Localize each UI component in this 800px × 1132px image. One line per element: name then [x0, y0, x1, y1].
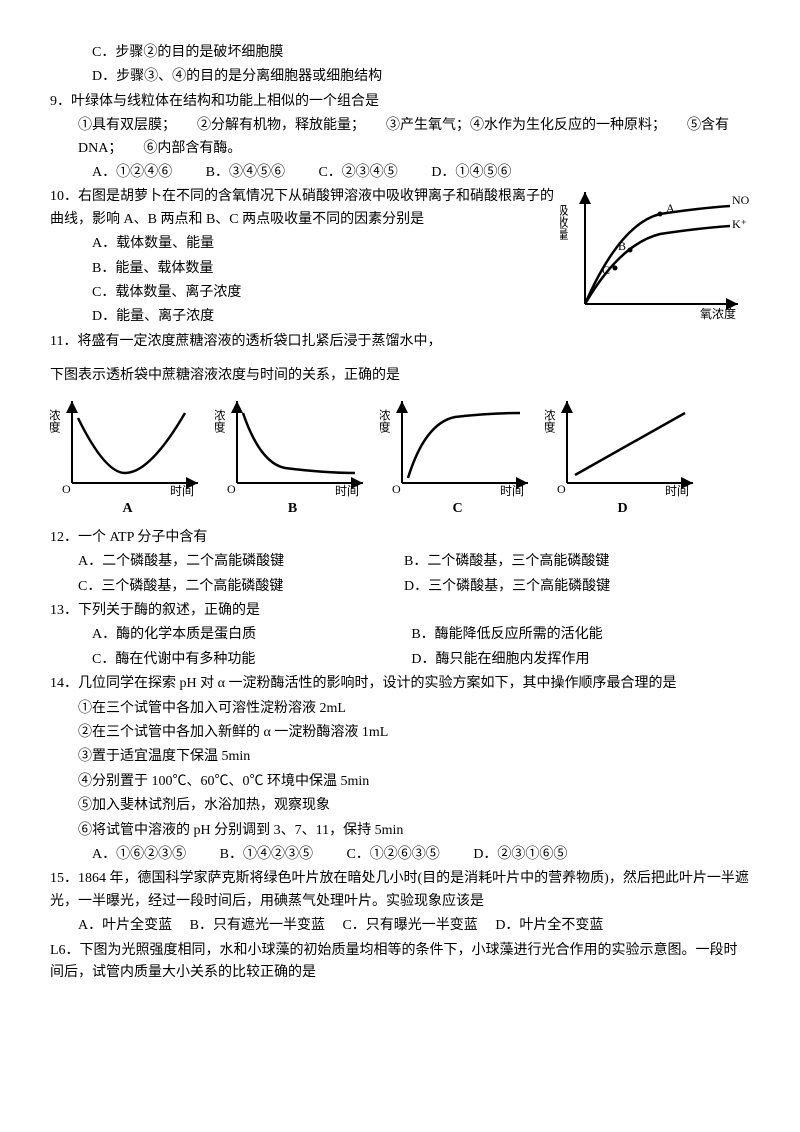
svg-text:时间: 时间	[665, 484, 689, 498]
q14-3: ③置于适宜温度下保温 5min	[50, 746, 750, 768]
q10-c: C．载体数量、离子浓度	[50, 282, 560, 304]
svg-text:浓度: 浓度	[50, 409, 61, 433]
q14-stem: 14．几位同学在探索 pH 对 α 一淀粉酶活性的影响时，设计的实验方案如下，其…	[50, 673, 750, 695]
q13-b: B．酶能降低反应所需的活化能	[411, 627, 602, 642]
q12-c: C．三个磷酸基，二个高能磷酸键	[78, 576, 401, 598]
q15-options: A．叶片全变蓝 B．只有遮光一半变蓝 C．只有曝光一半变蓝 D．叶片全不变蓝	[50, 915, 750, 937]
q14-b: B．①④②③⑤	[220, 844, 313, 866]
q16-stem: L6．下图为光照强度相同，水和小球藻的初始质量均相等的条件下，小球藻进行光合作用…	[50, 940, 750, 985]
q11-stem2: 下图表示透析袋中蔗糖溶液浓度与时间的关系，正确的是	[50, 365, 750, 387]
fig10-xlabel: 氧浓度	[700, 306, 736, 321]
svg-text:时间: 时间	[335, 484, 359, 498]
q13-row1: A．酶的化学本质是蛋白质 B．酶能降低反应所需的活化能	[50, 624, 750, 646]
fig10-label-a: A	[666, 201, 675, 215]
q14-a: A．①⑥②③⑤	[92, 844, 186, 866]
fig10-label-b: B	[618, 239, 626, 253]
q9-d: D．①④⑤⑥	[431, 162, 511, 184]
chart-d-label: D	[545, 498, 700, 520]
chart-b-label: B	[215, 498, 370, 520]
fig10-no3: NO₃⁻	[732, 193, 750, 207]
q15-stem: 15．1864 年，德国科学家萨克斯将绿色叶片放在暗处几小时(目的是消耗叶片中的…	[50, 868, 750, 913]
q11-charts: 浓度 O 时间 A 浓度 O 时间 B 浓度 O 时间 C	[50, 393, 750, 520]
q12-a: A．二个磷酸基，二个高能磷酸键	[78, 551, 401, 573]
q13-stem: 13．下列关于酶的叙述，正确的是	[50, 600, 750, 622]
q12-stem: 12．一个 ATP 分子中含有	[50, 527, 750, 549]
chart-d: 浓度 O 时间	[545, 393, 700, 498]
q10-b: B．能量、载体数量	[50, 258, 560, 280]
q11-stem: 11．将盛有一定浓度蔗糖溶液的透析袋口扎紧后浸于蒸馏水中，	[50, 331, 560, 353]
q14-4: ④分别置于 100℃、60℃、0℃ 环境中保温 5min	[50, 771, 750, 793]
q10-stem: 10．右图是胡萝卜在不同的含氧情况下从硝酸钾溶液中吸收钾离子和硝酸根离子的曲线，…	[50, 186, 560, 231]
chart-a-label: A	[50, 498, 205, 520]
q12-d: D．三个磷酸基，三个高能磷酸键	[404, 579, 610, 594]
q12-b: B．二个磷酸基，三个高能磷酸键	[404, 554, 609, 569]
q9-c: C．②③④⑤	[318, 162, 397, 184]
svg-text:O: O	[227, 482, 236, 496]
svg-text:O: O	[62, 482, 71, 496]
q14-1: ①在三个试管中各加入可溶性淀粉溶液 2mL	[50, 698, 750, 720]
q9-options: A．①②④⑥ B．③④⑤⑥ C．②③④⑤ D．①④⑤⑥	[50, 162, 750, 184]
svg-text:时间: 时间	[500, 484, 524, 498]
q13-d: D．酶只能在细胞内发挥作用	[411, 652, 589, 667]
q9-stem: 9．叶绿体与线粒体在结构和功能上相似的一个组合是	[50, 91, 750, 113]
q14-5: ⑤加入斐林试剂后，水浴加热，观察现象	[50, 795, 750, 817]
q14-2: ②在三个试管中各加入新鲜的 α 一淀粉酶溶液 1mL	[50, 722, 750, 744]
svg-text:O: O	[392, 482, 401, 496]
q14-6: ⑥将试管中溶液的 pH 分别调到 3、7、11，保持 5min	[50, 820, 750, 842]
q15-b: B．只有遮光一半变蓝	[190, 918, 325, 933]
q9-b: B．③④⑤⑥	[206, 162, 285, 184]
q12-row1: A．二个磷酸基，二个高能磷酸键 B．二个磷酸基，三个高能磷酸键	[50, 551, 750, 573]
q15-c: C．只有曝光一半变蓝	[342, 918, 477, 933]
fig10-label-c: C	[602, 263, 610, 277]
svg-text:浓度: 浓度	[215, 409, 226, 433]
q15-d: D．叶片全不变蓝	[495, 918, 603, 933]
q14-c: C．①②⑥③⑤	[346, 844, 439, 866]
q8-option-d: D．步骤③、④的目的是分离细胞器或细胞结构	[50, 66, 750, 88]
q9-items: ①具有双层膜； ②分解有机物，释放能量； ③产生氧气；④水作为生化反应的一种原料…	[50, 115, 750, 160]
q15-a: A．叶片全变蓝	[78, 918, 172, 933]
q10-d: D．能量、离子浓度	[50, 306, 560, 328]
svg-text:浓度: 浓度	[545, 409, 556, 433]
q14-options: A．①⑥②③⑤ B．①④②③⑤ C．①②⑥③⑤ D．②③①⑥⑤	[50, 844, 750, 866]
q13-a: A．酶的化学本质是蛋白质	[92, 624, 408, 646]
q12-row2: C．三个磷酸基，二个高能磷酸键 D．三个磷酸基，三个高能磷酸键	[50, 576, 750, 598]
q8-option-c: C．步骤②的目的是破坏细胞膜	[50, 42, 750, 64]
svg-text:时间: 时间	[170, 484, 194, 498]
q14-d: D．②③①⑥⑤	[473, 844, 567, 866]
svg-text:浓度: 浓度	[380, 409, 391, 433]
q10-figure: A B C NO₃⁻ K⁺ 吸收量 氧浓度	[560, 184, 750, 324]
chart-b: 浓度 O 时间	[215, 393, 370, 498]
chart-c: 浓度 O 时间	[380, 393, 535, 498]
fig10-k: K⁺	[732, 217, 747, 231]
q10-a: A．载体数量、能量	[50, 233, 560, 255]
q9-a: A．①②④⑥	[92, 162, 172, 184]
chart-a: 浓度 O 时间	[50, 393, 205, 498]
svg-text:O: O	[557, 482, 566, 496]
fig10-ylabel: 吸收量	[560, 204, 569, 240]
q13-c: C．酶在代谢中有多种功能	[92, 649, 408, 671]
q13-row2: C．酶在代谢中有多种功能 D．酶只能在细胞内发挥作用	[50, 649, 750, 671]
chart-c-label: C	[380, 498, 535, 520]
